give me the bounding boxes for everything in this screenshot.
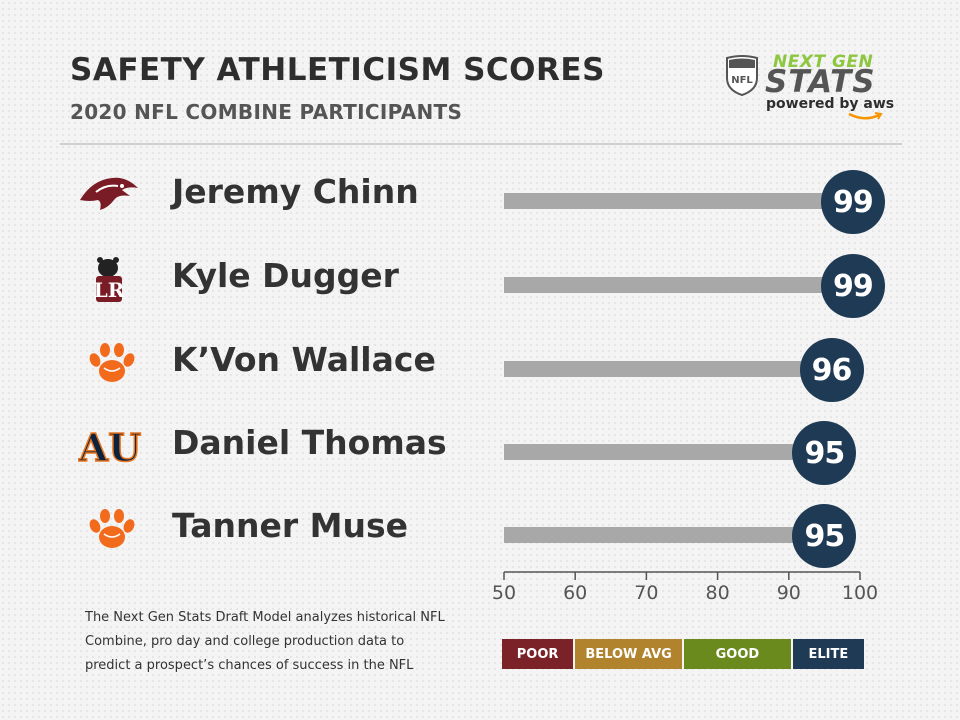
legend-poor: POOR	[502, 639, 576, 669]
score-badge: 99	[820, 170, 885, 234]
score-bar	[504, 193, 853, 209]
x-axis-tick-label: 60	[563, 582, 588, 604]
au-logo-icon: AU	[77, 421, 142, 471]
brand-powered-by: powered by aws	[766, 96, 895, 112]
svg-text:LR: LR	[94, 278, 125, 302]
legend-below-avg: BELOW AVG	[575, 639, 684, 669]
score-badge: 99	[820, 254, 885, 318]
x-axis-tick-label: 100	[841, 582, 879, 604]
brand-line-2: STATS	[765, 64, 876, 100]
player-row: K’Von Wallace 96	[0, 326, 960, 402]
redhawk-logo-icon	[78, 170, 142, 220]
aws-smile-icon	[848, 112, 883, 120]
score-badge: 96	[799, 338, 864, 402]
player-row: Tanner Muse 95	[0, 492, 960, 568]
score-bar	[504, 277, 853, 293]
chart-subtitle: 2020 NFL COMBINE PARTICIPANTS	[70, 100, 463, 124]
tiger-paw-logo-icon	[78, 504, 142, 554]
chart-title: SAFETY ATHLETICISM SCORES	[70, 52, 605, 88]
nfl-shield-icon: NFL	[726, 55, 758, 96]
lenoir-rhyne-bear-logo-icon: LR	[78, 254, 142, 304]
player-row: LR Kyle Dugger 99	[0, 242, 960, 318]
player-row: Jeremy Chinn 99	[0, 158, 960, 234]
x-axis-tick-label: 70	[634, 582, 659, 604]
player-name: Kyle Dugger	[172, 256, 399, 295]
legend-elite: ELITE	[792, 639, 866, 669]
svg-text:AU: AU	[78, 425, 141, 470]
player-name: Daniel Thomas	[172, 423, 447, 462]
tiger-paw-logo-icon	[78, 338, 142, 388]
player-name: Tanner Muse	[172, 506, 409, 545]
x-axis-tick-label: 80	[705, 582, 730, 604]
player-name: K’Von Wallace	[172, 340, 436, 379]
score-badge: 95	[792, 504, 857, 568]
legend-good: GOOD	[683, 639, 793, 669]
svg-text:NFL: NFL	[731, 75, 753, 86]
x-axis-tick-label: 50	[491, 582, 517, 604]
score-badge: 95	[792, 421, 857, 485]
score-bar	[504, 361, 832, 377]
x-axis-tick-label: 90	[776, 582, 801, 604]
footnote: The Next Gen Stats Draft Model analyzes …	[85, 610, 445, 673]
x-axis	[503, 571, 861, 580]
rating-legend: POOR BELOW AVG GOOD ELITE	[502, 639, 866, 669]
score-bar	[504, 444, 825, 460]
player-row: AU Daniel Thomas 95	[0, 409, 960, 485]
player-name: Jeremy Chinn	[172, 172, 419, 211]
brand-line-1: NEXT GEN	[773, 52, 874, 72]
header-divider	[60, 143, 902, 145]
score-bar	[504, 527, 825, 543]
next-gen-stats-brand: NFL NEXT GEN STATS powered by aws	[725, 52, 895, 124]
